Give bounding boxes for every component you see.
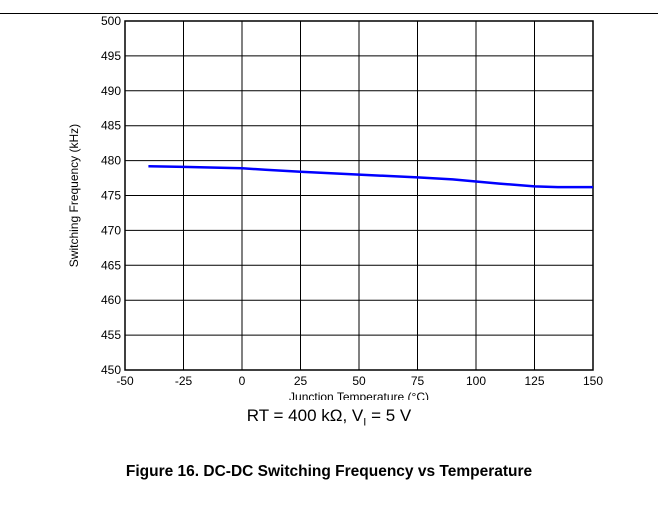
condition-prefix: RT = 400 kΩ, V xyxy=(246,406,364,425)
condition-subscript: I xyxy=(363,416,367,429)
x-axis-label: Junction Temperature (°C) xyxy=(289,390,429,400)
y-tick-label: 475 xyxy=(101,189,121,203)
frequency-vs-temperature-chart: -50 -25 0 25 50 75 100 125 150 450 455 460 465 470 475… xyxy=(67,14,603,400)
y-axis-label: Switching Frequency (kHz) xyxy=(67,124,81,267)
y-tick-label: 495 xyxy=(101,49,121,63)
top-rule xyxy=(0,13,658,14)
x-tick-label: 150 xyxy=(583,374,603,388)
y-tick-label: 490 xyxy=(101,84,121,98)
y-tick-label: 480 xyxy=(101,154,121,168)
tick-labels: -50 -25 0 25 50 75 100 125 150 450 455 460 465 470 475… xyxy=(101,14,603,388)
series-layer xyxy=(148,164,593,189)
y-tick-label: 450 xyxy=(101,363,121,377)
grid xyxy=(124,20,594,371)
y-tick-label: 455 xyxy=(101,328,121,342)
x-tick-label: 0 xyxy=(239,374,246,388)
x-tick-label: 25 xyxy=(294,374,308,388)
y-tick-label: 485 xyxy=(101,119,121,133)
x-tick-label: 50 xyxy=(352,374,366,388)
y-tick-label: 500 xyxy=(101,14,121,28)
x-tick-label: -50 xyxy=(116,374,134,388)
test-condition: RT = 400 kΩ, VI = 5 V xyxy=(0,406,658,432)
condition-suffix: = 5 V xyxy=(366,406,412,425)
y-tick-label: 470 xyxy=(101,223,121,237)
y-tick-label: 460 xyxy=(101,293,121,307)
x-tick-label: -25 xyxy=(175,374,193,388)
x-tick-label: 75 xyxy=(411,374,425,388)
figure-caption: Figure 16. DC-DC Switching Frequency vs … xyxy=(125,463,533,480)
frequency-series-line xyxy=(148,164,593,189)
x-tick-label: 125 xyxy=(524,374,544,388)
y-tick-label: 465 xyxy=(101,258,121,272)
x-tick-label: 100 xyxy=(466,374,486,388)
plot-frame xyxy=(124,20,594,371)
